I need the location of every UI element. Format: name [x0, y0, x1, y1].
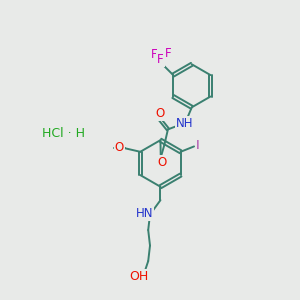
Text: OH: OH: [129, 270, 148, 283]
Text: F: F: [165, 47, 172, 60]
Text: F: F: [151, 48, 157, 61]
Text: HN: HN: [136, 207, 153, 220]
Text: O: O: [115, 141, 124, 154]
Text: NH: NH: [176, 117, 194, 130]
Text: O: O: [155, 107, 164, 120]
Text: HCl · H: HCl · H: [42, 127, 85, 140]
Text: F: F: [157, 53, 164, 66]
Text: I: I: [196, 139, 200, 152]
Text: O: O: [157, 156, 167, 169]
